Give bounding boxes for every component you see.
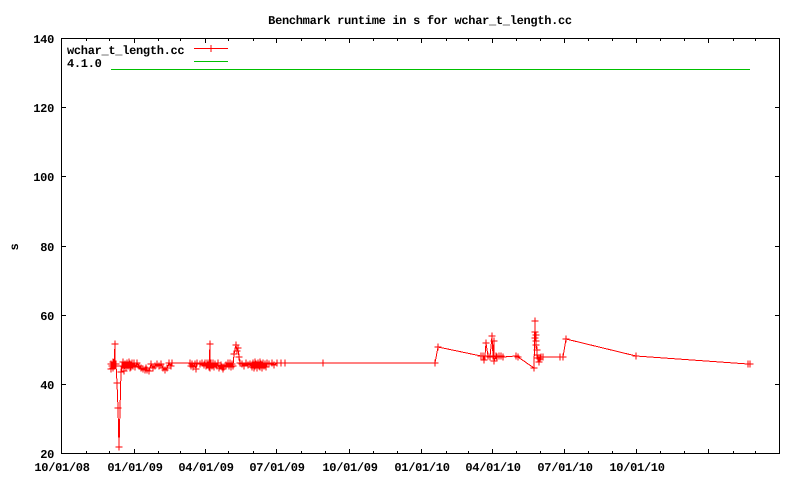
svg-text:10/01/08: 10/01/08 (34, 461, 89, 475)
svg-text:120: 120 (33, 102, 54, 116)
svg-text:40: 40 (40, 379, 54, 393)
svg-text:01/01/10: 01/01/10 (394, 461, 449, 475)
svg-text:04/01/09: 04/01/09 (178, 461, 233, 475)
svg-text:140: 140 (33, 33, 54, 47)
svg-text:Benchmark runtime in s for wch: Benchmark runtime in s for wchar_t_lengt… (268, 14, 572, 28)
svg-text:10/01/10: 10/01/10 (609, 461, 664, 475)
svg-text:10/01/09: 10/01/09 (322, 461, 377, 475)
svg-text:4.1.0: 4.1.0 (67, 57, 102, 71)
svg-text:07/01/09: 07/01/09 (249, 461, 304, 475)
svg-text:100: 100 (33, 171, 54, 185)
svg-text:80: 80 (40, 241, 54, 255)
svg-text:20: 20 (40, 448, 54, 462)
svg-text:01/01/09: 01/01/09 (107, 461, 162, 475)
svg-text:07/01/10: 07/01/10 (537, 461, 592, 475)
svg-text:04/01/10: 04/01/10 (465, 461, 520, 475)
svg-text:wchar_t_length.cc: wchar_t_length.cc (67, 44, 184, 58)
svg-text:s: s (8, 243, 22, 250)
svg-text:60: 60 (40, 310, 54, 324)
